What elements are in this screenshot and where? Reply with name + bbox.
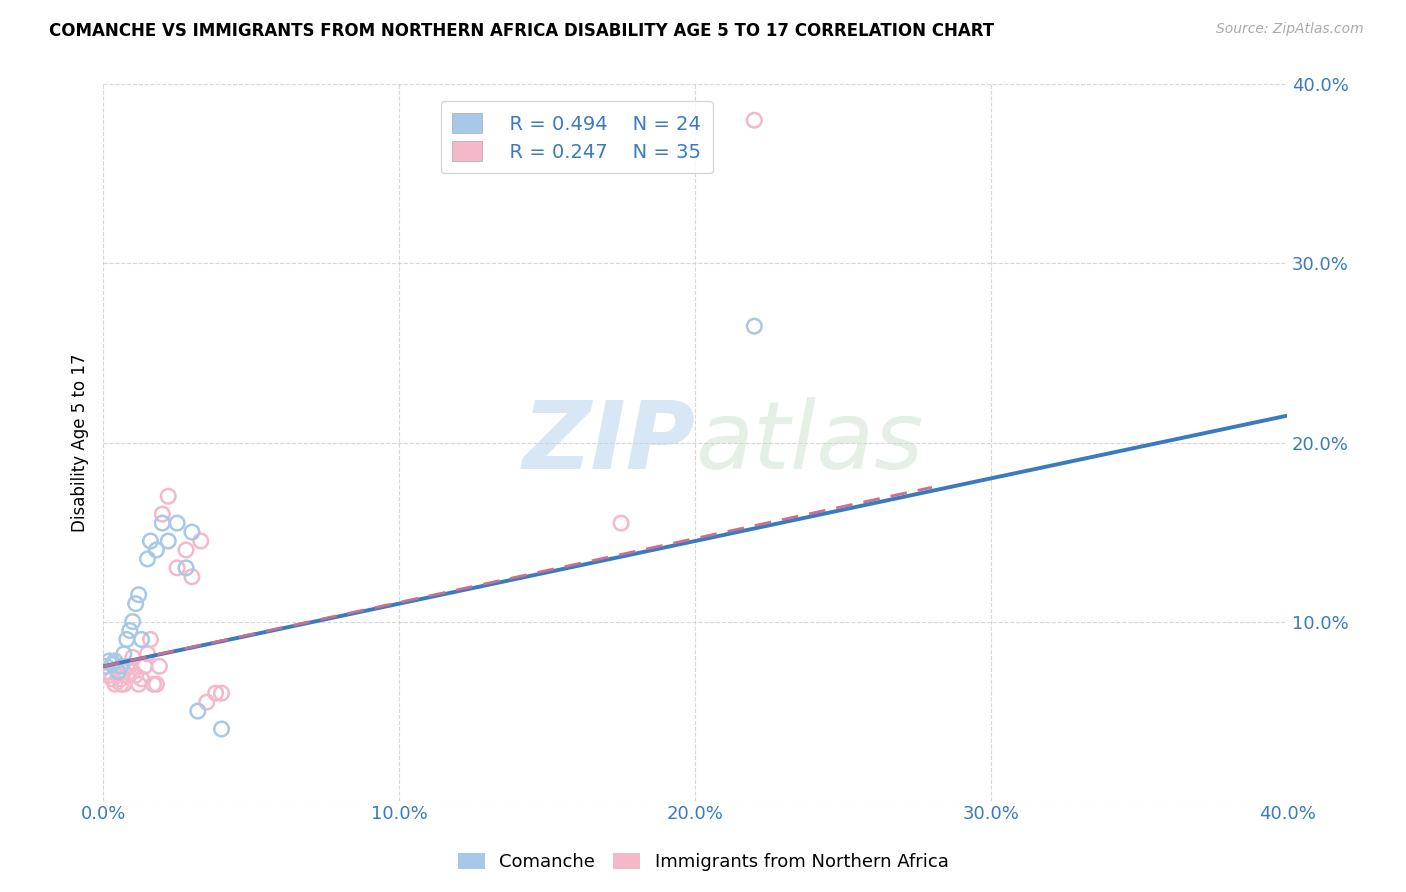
Point — [610, 516, 633, 530]
Point — [107, 668, 129, 682]
Point — [98, 668, 121, 682]
Point — [136, 647, 159, 661]
Point — [190, 534, 212, 549]
Point — [166, 516, 188, 530]
Point — [157, 489, 180, 503]
Point — [145, 677, 167, 691]
Text: COMANCHE VS IMMIGRANTS FROM NORTHERN AFRICA DISABILITY AGE 5 TO 17 CORRELATION C: COMANCHE VS IMMIGRANTS FROM NORTHERN AFR… — [49, 22, 994, 40]
Point — [112, 665, 135, 679]
Point — [211, 686, 233, 700]
Point — [134, 659, 156, 673]
Point — [121, 665, 143, 679]
Point — [115, 632, 138, 647]
Text: ZIP: ZIP — [522, 397, 695, 489]
Point — [125, 597, 148, 611]
Point — [104, 654, 127, 668]
Point — [150, 507, 173, 521]
Point — [174, 543, 197, 558]
Point — [110, 677, 132, 691]
Y-axis label: Disability Age 5 to 17: Disability Age 5 to 17 — [72, 353, 89, 532]
Legend: Comanche, Immigrants from Northern Africa: Comanche, Immigrants from Northern Afric… — [450, 846, 956, 879]
Point — [195, 695, 218, 709]
Text: atlas: atlas — [695, 397, 924, 488]
Point — [148, 659, 170, 673]
Point — [150, 516, 173, 530]
Point — [121, 650, 143, 665]
Point — [110, 672, 132, 686]
Point — [118, 624, 141, 638]
Point — [110, 659, 132, 673]
Point — [115, 659, 138, 673]
Legend:   R = 0.494    N = 24,   R = 0.247    N = 35: R = 0.494 N = 24, R = 0.247 N = 35 — [440, 102, 713, 173]
Point — [98, 654, 121, 668]
Point — [121, 615, 143, 629]
Point — [211, 722, 233, 736]
Text: Source: ZipAtlas.com: Source: ZipAtlas.com — [1216, 22, 1364, 37]
Point — [118, 659, 141, 673]
Point — [94, 659, 117, 673]
Point — [131, 632, 153, 647]
Point — [107, 665, 129, 679]
Point — [742, 113, 765, 128]
Point — [742, 319, 765, 334]
Point — [187, 704, 209, 718]
Point — [166, 561, 188, 575]
Point — [204, 686, 226, 700]
Point — [139, 632, 162, 647]
Point — [142, 677, 165, 691]
Point — [136, 552, 159, 566]
Point — [115, 668, 138, 682]
Point — [181, 524, 204, 539]
Point — [107, 665, 129, 679]
Point — [112, 647, 135, 661]
Point — [131, 672, 153, 686]
Point — [125, 668, 148, 682]
Point — [157, 534, 180, 549]
Point — [112, 677, 135, 691]
Point — [139, 534, 162, 549]
Point — [174, 561, 197, 575]
Point — [101, 672, 124, 686]
Point — [181, 570, 204, 584]
Point — [145, 543, 167, 558]
Point — [128, 677, 150, 691]
Point — [94, 665, 117, 679]
Point — [101, 657, 124, 672]
Point — [128, 588, 150, 602]
Point — [104, 677, 127, 691]
